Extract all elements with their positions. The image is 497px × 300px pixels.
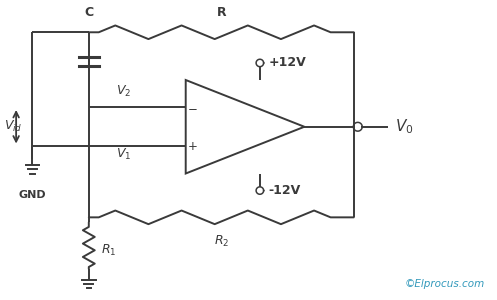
Text: $-$: $-$ bbox=[187, 100, 198, 114]
Text: $R_2$: $R_2$ bbox=[214, 234, 229, 249]
Text: $V_1$: $V_1$ bbox=[116, 147, 132, 162]
Text: ©Elprocus.com: ©Elprocus.com bbox=[404, 279, 485, 290]
Text: $V_0$: $V_0$ bbox=[395, 117, 414, 136]
Text: $V_2$: $V_2$ bbox=[116, 84, 132, 99]
Text: $V_{id}$: $V_{id}$ bbox=[4, 119, 22, 134]
Text: GND: GND bbox=[18, 190, 46, 200]
Text: +12V: +12V bbox=[269, 56, 307, 70]
Text: R: R bbox=[217, 6, 226, 19]
Text: $R_1$: $R_1$ bbox=[101, 243, 116, 258]
Text: C: C bbox=[84, 6, 93, 19]
Text: -12V: -12V bbox=[269, 184, 301, 197]
Text: $+$: $+$ bbox=[187, 140, 198, 153]
